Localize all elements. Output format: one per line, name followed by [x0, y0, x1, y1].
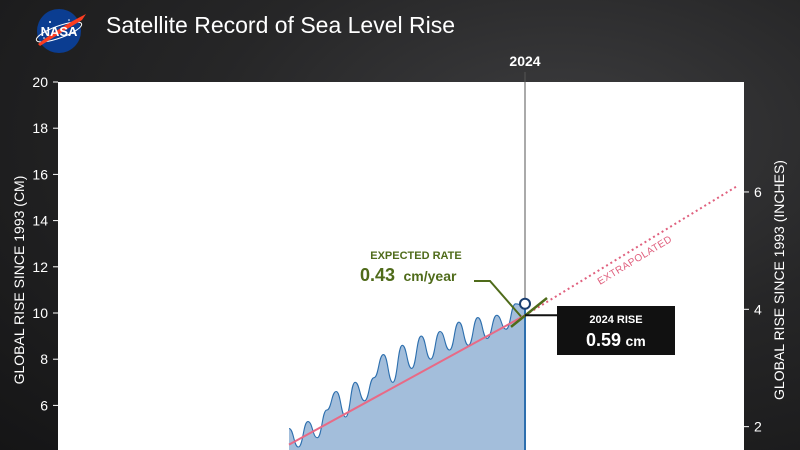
- expected-rate-value-group: 0.43 cm/year: [360, 265, 457, 285]
- y-axis-label-right: GLOBAL RISE SINCE 1993 (INCHES): [771, 160, 787, 400]
- y-tick-label: 16: [32, 166, 48, 182]
- current-point-marker: [519, 297, 531, 310]
- expected-rate-value: 0.43: [360, 265, 395, 285]
- y-right-tick-label: 6: [754, 184, 762, 200]
- year-marker-label: 2024: [509, 53, 540, 69]
- y-tick-label: 20: [32, 74, 48, 90]
- y-right-tick-label: 4: [754, 301, 762, 317]
- expected-rate-unit: cm/year: [404, 268, 457, 284]
- trend-line: [288, 314, 526, 446]
- rise-value-group: 0.59 cm: [586, 330, 646, 350]
- expected-rate-title: EXPECTED RATE: [370, 250, 461, 262]
- y-tick-label: 10: [32, 305, 48, 321]
- rise-unit: cm: [626, 333, 646, 349]
- y-axis-label-left: GLOBAL RISE SINCE 1993 (CM): [11, 176, 27, 385]
- page-title: Satellite Record of Sea Level Rise: [106, 12, 456, 38]
- rise-callout: [557, 306, 675, 355]
- observed-line: [288, 303, 526, 448]
- y-tick-label: 14: [32, 213, 48, 229]
- extrapolated-line: [524, 185, 738, 317]
- expected-rate-callout: [354, 244, 474, 290]
- rise-title: 2024 RISE: [589, 314, 642, 326]
- y-tick-label: 8: [40, 351, 48, 367]
- y-tick-label: 6: [40, 397, 48, 413]
- y-tick-label: 18: [32, 120, 48, 136]
- expected-rate-leader: [474, 280, 522, 318]
- svg-text:NASA: NASA: [41, 24, 78, 39]
- y-tick-label: 12: [32, 259, 48, 275]
- nasa-logo: NASA: [35, 9, 86, 53]
- y-right-tick-label: 2: [754, 419, 762, 435]
- expected-rate-line: [510, 297, 548, 328]
- rise-value: 0.59: [586, 330, 621, 350]
